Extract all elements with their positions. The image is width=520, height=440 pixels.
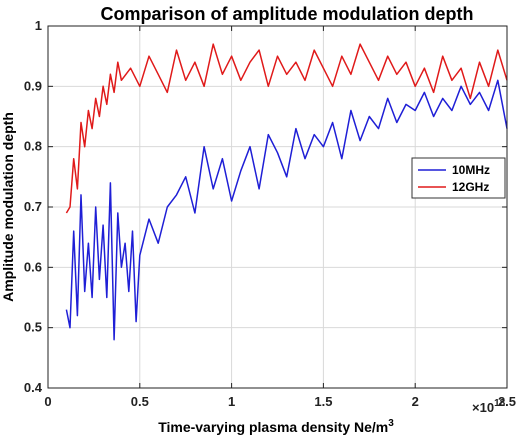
legend-label-12GHz: 12GHz	[452, 180, 489, 194]
series-line-12GHz	[65, 43, 508, 214]
grid	[48, 26, 507, 388]
x-axis-label: Time-varying plasma density Ne/m3	[158, 418, 394, 435]
x-tick-label: 0.5	[131, 394, 149, 409]
legend-label-10MHz: 10MHz	[452, 163, 490, 177]
y-tick-label: 0.6	[24, 259, 42, 274]
series-line-10MHz	[65, 79, 508, 341]
y-tick-label: 0.5	[24, 320, 42, 335]
y-tick-label: 0.4	[24, 380, 43, 395]
y-ticks: 0.4 0.5 0.6 0.7 0.8 0.9 1	[24, 18, 507, 395]
legend-box	[411, 157, 506, 199]
chart-title: Comparison of amplitude modulation depth	[101, 4, 474, 24]
y-tick-label: 0.8	[24, 139, 42, 154]
x-tick-label: 2.5	[498, 394, 516, 409]
y-tick-label: 0.7	[24, 199, 42, 214]
x-axis-label-sup: 3	[388, 418, 394, 429]
x-tick-label: 0	[44, 394, 51, 409]
x-multiplier-exp: 18	[494, 398, 506, 409]
x-multiplier: ×1018	[472, 398, 506, 415]
y-axis-label: Amplitude modulation depth	[0, 112, 16, 302]
y-tick-label: 1	[35, 18, 42, 33]
series-group	[65, 43, 508, 341]
x-tick-label: 1	[228, 394, 235, 409]
x-ticks: 0 0.5 1 1.5 2 2.5	[44, 26, 516, 409]
x-tick-label: 1.5	[314, 394, 332, 409]
x-multiplier-base: ×10	[472, 400, 494, 415]
y-tick-label: 0.9	[24, 78, 42, 93]
x-tick-label: 2	[412, 394, 419, 409]
legend: 10MHz 12GHz	[411, 157, 506, 199]
x-axis-label-text: Time-varying plasma density Ne/m	[158, 419, 388, 435]
